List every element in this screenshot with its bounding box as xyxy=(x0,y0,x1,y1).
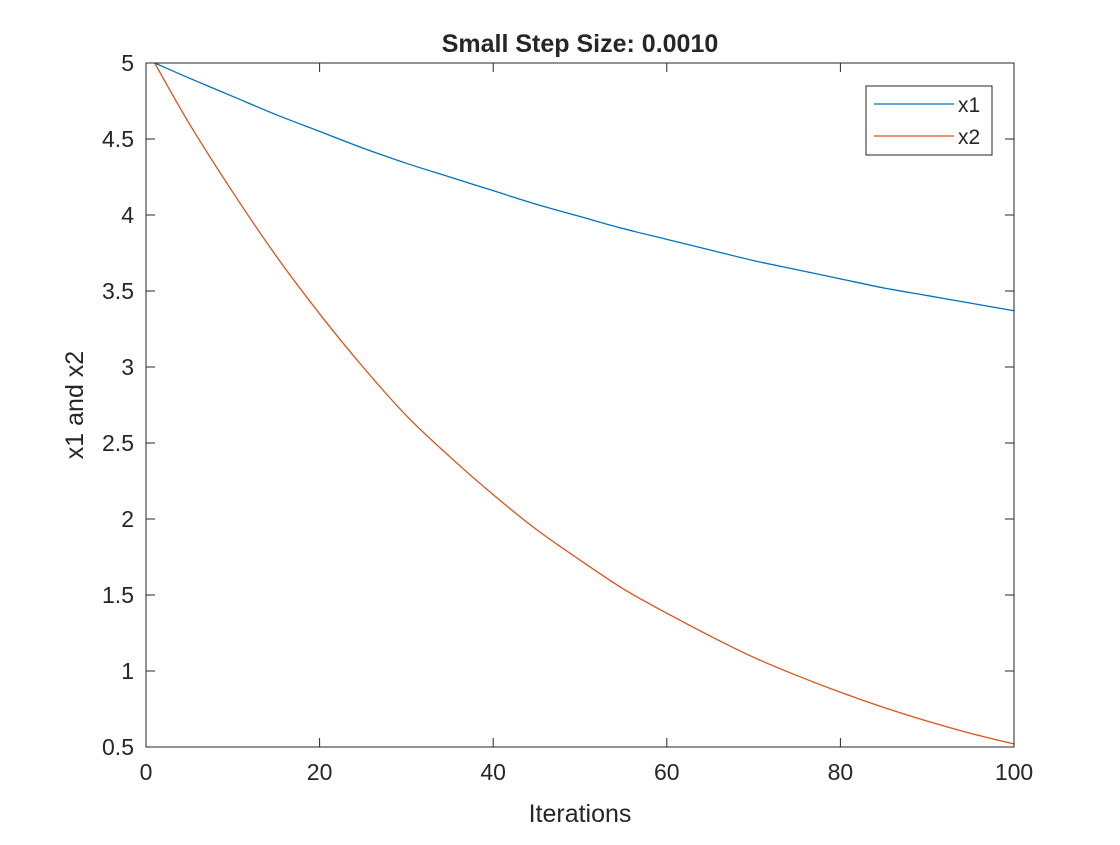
x-tick-label: 80 xyxy=(828,759,854,785)
y-tick-label: 2.5 xyxy=(102,430,134,456)
y-tick-label: 4.5 xyxy=(102,126,134,152)
series-layer xyxy=(154,62,1015,745)
y-tick-label: 1 xyxy=(121,658,134,684)
x-tick-label: 60 xyxy=(654,759,680,785)
y-tick-label: 4 xyxy=(121,202,134,228)
series-line-x2 xyxy=(154,62,1015,745)
y-tick-label: 2 xyxy=(121,506,134,532)
legend-box xyxy=(865,85,993,156)
legend-label-x1: x1 xyxy=(958,94,980,117)
y-tick-label: 1.5 xyxy=(102,582,134,608)
x-tick-label: 40 xyxy=(480,759,506,785)
plot-frame xyxy=(145,62,1015,748)
series-line-x1 xyxy=(154,62,1015,312)
y-tick-label: 3.5 xyxy=(102,278,134,304)
x-axis-label: Iterations xyxy=(529,800,632,828)
plot-area xyxy=(146,63,1014,747)
y-tick-label: 0.5 xyxy=(102,734,134,760)
x-tick-label: 0 xyxy=(140,759,153,785)
y-tick-label: 3 xyxy=(121,354,134,380)
y-axis-label: x1 and x2 xyxy=(61,351,89,459)
y-tick-label: 5 xyxy=(121,50,134,76)
x-tick-label: 20 xyxy=(307,759,333,785)
chart-title: Small Step Size: 0.0010 xyxy=(442,30,719,58)
legend-label-x2: x2 xyxy=(958,126,980,149)
ticks-layer: 0 20 40 60 80 100 0.5 1 1.5 2 2.5 3 3.5 4 4.5 5 xyxy=(102,50,1033,785)
x-tick-label: 100 xyxy=(995,759,1033,785)
